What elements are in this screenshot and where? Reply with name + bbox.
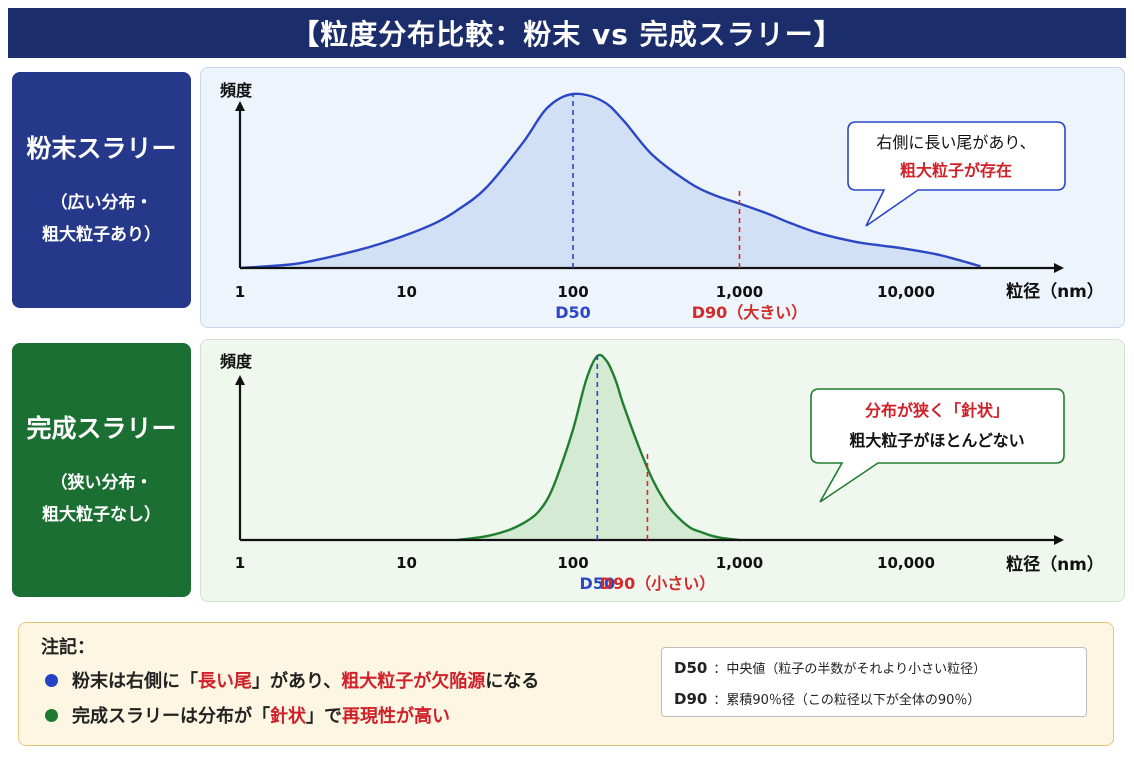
- powder-callout-line1: 右側に長い尾があり、: [876, 133, 1035, 152]
- note-finished-text-1: 完成スラリーは分布が「: [72, 706, 270, 727]
- finished-x-axis-label: 粒径（nm）: [1006, 554, 1104, 575]
- definition-d90: D90 ：累積90％径（この粒径以下が全体の90％）: [674, 689, 980, 708]
- bullet-green-icon: [45, 708, 58, 722]
- powder-callout-bubble: [847, 121, 1066, 227]
- definition-d90-desc: ：累積90％径（この粒径以下が全体の90％）: [713, 693, 981, 708]
- note-powder-highlight-defect: 粗大粒子が欠陥源: [341, 671, 486, 692]
- finished-tick-label: 1,000: [716, 554, 763, 572]
- side-label-powder-title: 粉末スラリー: [26, 134, 177, 163]
- finished-tick-label: 100: [557, 554, 588, 572]
- finished-tick-label: 1: [235, 554, 245, 572]
- powder-distribution-curve: [239, 92, 981, 270]
- finished-callout-bubble: [810, 388, 1065, 503]
- chart-panel-finished: [200, 339, 1125, 602]
- definition-d50: D50 ：中央値（粒子の半数がそれより小さい粒径）: [674, 658, 986, 677]
- finished-distribution-curve: [456, 353, 740, 542]
- definition-d50-term: D50: [674, 659, 708, 677]
- finished-marker-d90-label: D90（小さい）: [600, 574, 716, 593]
- bullet-blue-icon: [45, 673, 58, 687]
- side-label-powder: 粉末スラリー （広い分布・ 粗大粒子あり）: [12, 72, 191, 308]
- finished-callout-line1: 分布が狭く「針状」: [865, 401, 1009, 420]
- finished-marker-d50-label: D50: [580, 574, 616, 593]
- powder-marker-d90-label: D90（大きい）: [692, 303, 808, 322]
- note-powder: 粉末は右側に「 長い尾 」があり、 粗大粒子が欠陥源 になる: [45, 667, 539, 693]
- powder-tick-label: 100: [557, 283, 588, 301]
- side-label-finished: 完成スラリー （狭い分布・ 粗大粒子なし）: [12, 343, 191, 597]
- powder-tick-label: 10: [396, 283, 417, 301]
- powder-tick-label: 1,000: [716, 283, 763, 301]
- powder-x-axis-label: 粒径（nm）: [1006, 281, 1104, 302]
- powder-y-axis-label: 頻度: [220, 81, 253, 100]
- page-title: 【粒度分布比較：粉末 vs 完成スラリー】: [8, 8, 1126, 58]
- side-label-powder-sub1: （広い分布・: [50, 193, 153, 213]
- finished-callout-line2: 粗大粒子がほとんどない: [849, 431, 1024, 450]
- powder-tick-label: 1: [235, 283, 245, 301]
- side-label-finished-title: 完成スラリー: [26, 414, 177, 443]
- powder-tick-label: 10,000: [877, 283, 935, 301]
- finished-tick-label: 10: [396, 554, 417, 572]
- side-label-finished-sub1: （狭い分布・: [50, 473, 153, 493]
- powder-callout-line2: 粗大粒子が存在: [900, 161, 1012, 180]
- note-finished-highlight-needle: 針状: [270, 706, 306, 727]
- finished-tick-label: 10,000: [877, 554, 935, 572]
- note-finished-highlight-reproducible: 再現性が高い: [342, 706, 450, 727]
- note-finished: 完成スラリーは分布が「 針状 」で 再現性が高い: [45, 702, 450, 728]
- definition-d50-desc: ：中央値（粒子の半数がそれより小さい粒径）: [713, 662, 987, 677]
- finished-y-axis-label: 頻度: [220, 352, 253, 371]
- note-powder-highlight-tail: 長い尾: [198, 671, 252, 692]
- note-powder-text-1: 粉末は右側に「: [72, 671, 198, 692]
- note-powder-text-2: 」があり、: [252, 671, 342, 692]
- definitions-box: D50 ：中央値（粒子の半数がそれより小さい粒径） D90 ：累積90％径（この粒径…: [661, 647, 1087, 717]
- definition-d90-term: D90: [674, 690, 708, 708]
- side-label-powder-sub2: 粗大粒子あり）: [42, 225, 161, 245]
- side-label-finished-sub2: 粗大粒子なし）: [42, 505, 161, 525]
- powder-marker-d50-label: D50: [555, 303, 591, 322]
- note-finished-text-2: 」で: [306, 706, 342, 727]
- powder-distribution-area: [240, 94, 981, 268]
- notes-box: 注記： 粉末は右側に「 長い尾 」があり、 粗大粒子が欠陥源 になる 完成スラリ…: [18, 622, 1114, 746]
- notes-heading: 注記：: [41, 637, 95, 658]
- note-powder-text-3: になる: [485, 671, 540, 692]
